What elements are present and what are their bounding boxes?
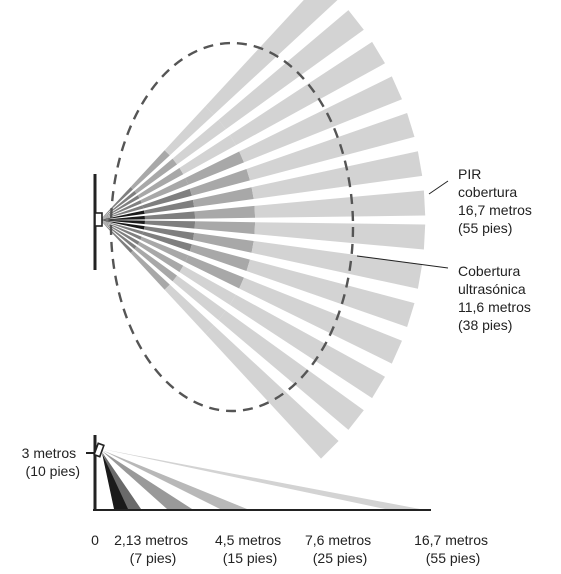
distance-tick-sub: (55 pies) xyxy=(426,550,480,566)
ultrasonic-label-line: ultrasónica xyxy=(458,281,526,297)
distance-tick-label: 2,13 metros (7 pies) xyxy=(114,532,192,566)
height-label: 3 metros (10 pies) xyxy=(22,445,80,479)
pir-label-line: cobertura xyxy=(458,184,517,200)
ultrasonic-label-line: (38 pies) xyxy=(458,317,512,333)
pir-label-leader xyxy=(429,181,448,194)
pir-beam-fan xyxy=(100,0,425,459)
ultrasonic-coverage-label: Cobertura ultrasónica 11,6 metros (38 pi… xyxy=(458,263,535,333)
pir-label-line: 16,7 metros xyxy=(458,202,532,218)
pir-beam-segment xyxy=(195,221,255,234)
ultrasonic-label-line: 11,6 metros xyxy=(458,299,531,315)
pir-beam-segment xyxy=(195,206,255,219)
distance-tick-value: 0 xyxy=(91,532,99,548)
side-beam-far xyxy=(102,449,420,509)
pir-label-line: PIR xyxy=(458,166,481,182)
distance-tick-label: 7,6 metros (25 pies) xyxy=(305,532,375,566)
distance-tick-sub: (7 pies) xyxy=(130,550,177,566)
distance-tick-label: 4,5 metros (15 pies) xyxy=(215,532,285,566)
top-view: PIR cobertura 16,7 metros (55 pies) Cobe… xyxy=(95,0,536,459)
distance-tick-sub: (15 pies) xyxy=(223,550,277,566)
pir-beam-segment xyxy=(144,226,194,240)
pir-beam-segment xyxy=(144,200,194,214)
distance-tick-label: 16,7 metros (55 pies) xyxy=(414,532,492,566)
sensor-icon xyxy=(95,213,102,226)
side-beams xyxy=(102,449,420,509)
distance-tick-value: 7,6 metros xyxy=(305,532,371,548)
ultrasonic-label-line: Cobertura xyxy=(458,263,520,279)
height-label-line: 3 metros xyxy=(22,445,76,461)
distance-tick-value: 16,7 metros xyxy=(414,532,488,548)
distance-tick-value: 2,13 metros xyxy=(114,532,188,548)
pir-label-line: (55 pies) xyxy=(458,220,512,236)
side-view: 3 metros (10 pies) 0 2,13 metros (7 pies… xyxy=(22,435,492,566)
pir-coverage-label: PIR cobertura 16,7 metros (55 pies) xyxy=(458,166,536,236)
distance-tick-value: 4,5 metros xyxy=(215,532,281,548)
distance-tick-label: 0 xyxy=(91,532,99,548)
height-label-line: (10 pies) xyxy=(26,463,80,479)
distance-tick-sub: (25 pies) xyxy=(313,550,367,566)
